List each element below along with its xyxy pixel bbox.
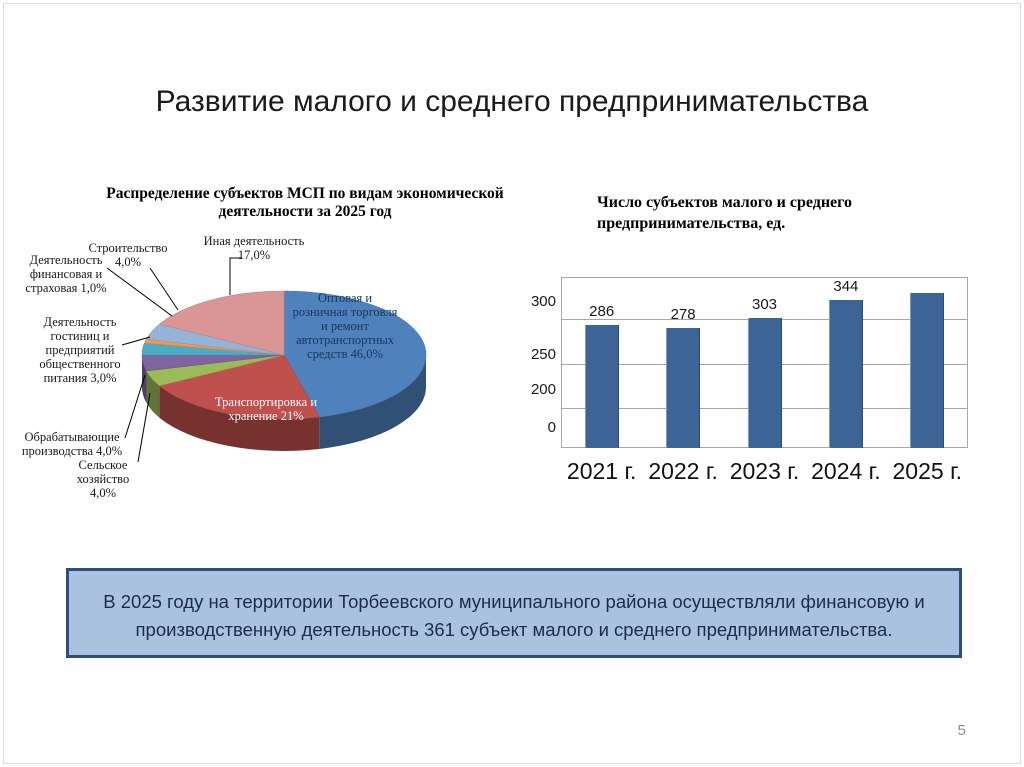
bar — [910, 293, 945, 448]
pie-slice-label: Обрабатывающие производства 4,0% — [21, 430, 123, 458]
y-axis-tick-label: 250 — [530, 346, 556, 363]
bar — [666, 328, 701, 448]
pie-slice-side — [319, 355, 426, 449]
pie-leader-line — [229, 257, 242, 295]
bar-chart-title: Число субъектов малого и среднего предпр… — [597, 194, 853, 232]
bar-chart: 300 250 200 0 286 2021 г. 278 2022 г. 303 2023 г.… — [530, 250, 990, 510]
bar-value-label: 278 — [670, 306, 696, 323]
pie-slice — [283, 290, 427, 418]
x-axis-category-label: 2025 г. — [892, 458, 963, 484]
pie-slice-label: Транспортировка и хранение 21% — [214, 395, 318, 423]
pie-chart-title: Распределение субъектов МСП по видам эко… — [106, 185, 504, 220]
pie-slice-label: Строительство 4,0% — [88, 241, 168, 269]
page-number: 5 — [957, 722, 966, 739]
y-axis-tick-label: 200 — [530, 381, 556, 398]
footer-text: В 2025 году на территории Торбеевского м… — [103, 591, 925, 640]
bar — [584, 325, 619, 448]
pie-leader-line — [106, 267, 173, 317]
pie-leader-line — [137, 392, 151, 463]
pie-slice — [158, 354, 320, 420]
pie-slice-label: Деятельность финансовая и страховая 1,0% — [25, 253, 107, 295]
bar-value-label: 286 — [589, 303, 615, 320]
footer-text-box: В 2025 году на территории Торбеевского м… — [66, 568, 962, 658]
x-axis-category-label: 2024 г. — [811, 458, 881, 484]
x-axis-category-label: 2022 г. — [648, 458, 718, 484]
pie-slice-side — [146, 370, 160, 418]
y-axis-tick-label: 300 — [530, 293, 556, 310]
pie-slice — [158, 290, 285, 356]
pie-slice-label: Оптовая и розничная торговля и ремонт ав… — [292, 291, 398, 361]
bar-value-label: 303 — [751, 296, 778, 313]
slide-title: Развитие малого и среднего предпринимате… — [155, 85, 869, 118]
bar — [747, 318, 782, 448]
pie-slice-label: Сельское хозяйство 4,0% — [76, 458, 130, 500]
pie-slice-label: Иная деятельность 17,0% — [203, 234, 305, 262]
pie-leader-line — [124, 374, 146, 439]
bar — [828, 300, 863, 448]
pie-leader-line — [149, 267, 179, 311]
pie-slice-side — [159, 385, 320, 451]
bar-value-label: 344 — [833, 278, 859, 295]
x-axis-category-label: 2021 г. — [566, 458, 637, 484]
pie-3d-graphic — [106, 257, 427, 463]
y-axis-tick-label: 0 — [547, 419, 556, 436]
x-axis-category-label: 2023 г. — [729, 458, 800, 484]
pie-slice-label: Деятельность гостиниц и предприятий обще… — [39, 315, 121, 385]
pie-leader-line — [121, 336, 151, 346]
pie-chart: Иная деятельность 17,0% Строительство 4,0… — [20, 225, 520, 525]
